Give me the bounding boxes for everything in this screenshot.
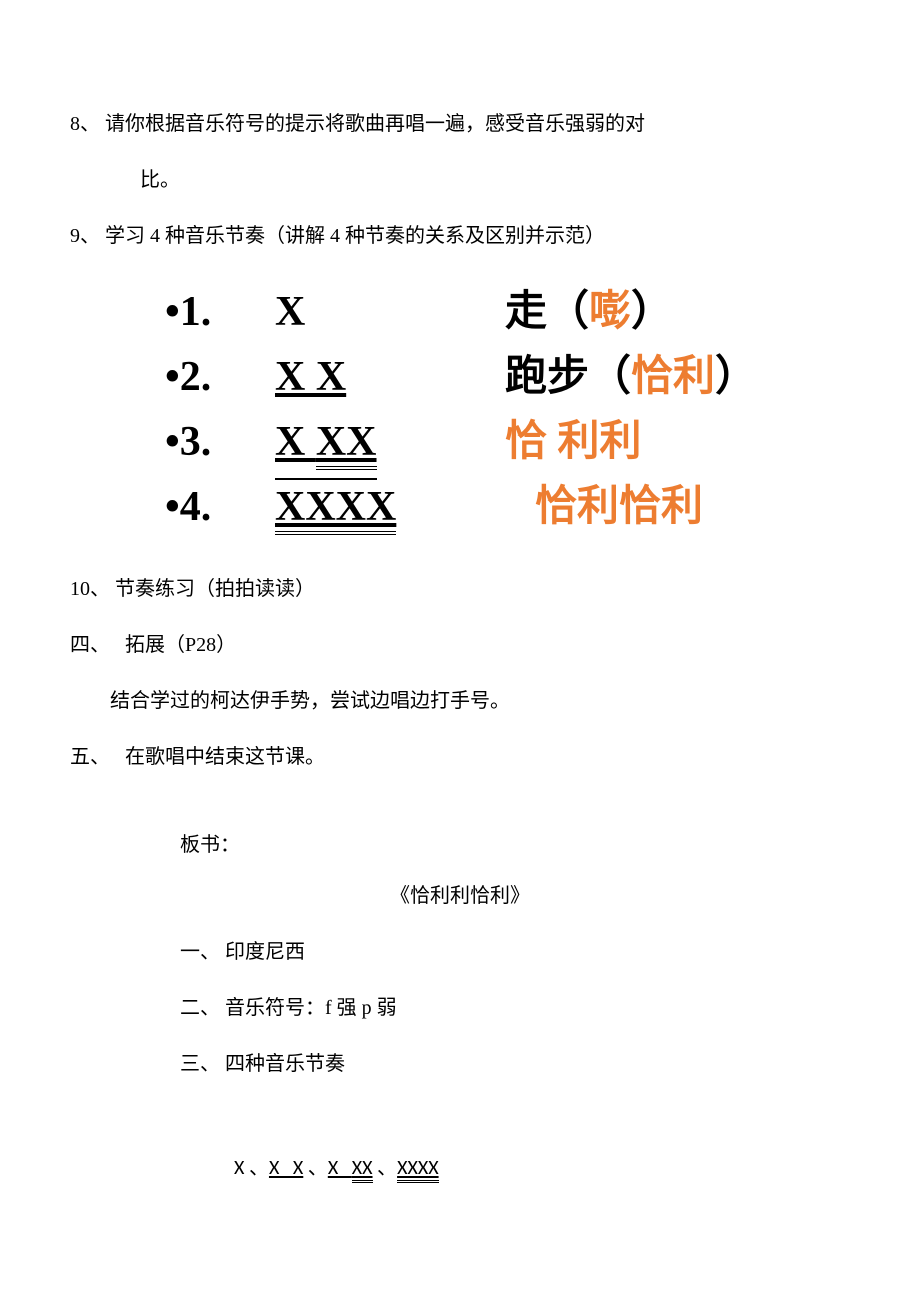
board-3-num: 三、: [180, 1053, 220, 1075]
rhythm-2-num: •2.: [165, 345, 275, 410]
rhythm-2-desc-close: ）: [715, 354, 757, 400]
item-10: 10、 节奏练习（拍拍读读）: [70, 565, 850, 613]
board-4-c: X XX: [328, 1156, 373, 1183]
board-line-1: 一、 印度尼西: [70, 928, 850, 976]
rhythm-4-x: XXXX: [275, 475, 505, 540]
board-4-d: XXXX: [397, 1156, 439, 1183]
rhythm-1-desc-orange: 嘭: [589, 289, 631, 335]
rhythm-2-desc-black: 跑步（: [505, 354, 631, 400]
section-4-title: 拓展（P28）: [125, 634, 236, 656]
section-4-body-text: 结合学过的柯达伊手势，尝试边唱边打手号。: [110, 690, 510, 712]
board-1-text: 印度尼西: [225, 941, 305, 963]
item-8-num: 8、: [70, 113, 100, 135]
board-4-b: X X: [269, 1156, 303, 1180]
rhythm-3-x: X XX: [275, 410, 505, 475]
item-9-text: 学习 4 种音乐节奏（讲解 4 种节奏的关系及区别并示范）: [105, 225, 605, 247]
section-4: 四、 拓展（P28）: [70, 621, 850, 669]
item-9-num: 9、: [70, 225, 100, 247]
board-4-sep2: 、: [373, 1156, 398, 1180]
rhythm-4-desc: 恰利恰利: [505, 475, 703, 540]
board-4-c2: XX: [352, 1156, 373, 1183]
board-4-a: X 、: [234, 1156, 269, 1180]
rhythm-1-x: X: [275, 280, 505, 345]
item-8-text-a: 请你根据音乐符号的提示将歌曲再唱一遍，感受音乐强弱的对: [105, 113, 645, 135]
rhythm-3-num: •3.: [165, 410, 275, 475]
item-9: 9、 学习 4 种音乐节奏（讲解 4 种节奏的关系及区别并示范）: [70, 212, 850, 260]
board-2-text: 音乐符号：f 强 p 弱: [225, 997, 397, 1019]
section-5-num: 五、: [70, 746, 110, 768]
section-5: 五、 在歌唱中结束这节课。: [70, 733, 850, 781]
board-4-sep1: 、: [303, 1156, 328, 1180]
rhythm-row-2: •2. X X 跑步（恰利）: [165, 345, 850, 410]
rhythm-4-num: •4.: [165, 475, 275, 540]
rhythm-1-desc: 走（嘭）: [505, 280, 673, 345]
rhythm-3-x-group: X XX: [275, 410, 377, 475]
section-4-num: 四、: [70, 634, 110, 656]
board-label: 板书：: [70, 821, 850, 869]
rhythm-2-x: X X: [275, 345, 505, 410]
rhythm-table: •1. X 走（嘭） •2. X X 跑步（恰利） •3. X XX 恰 利利 …: [165, 280, 850, 540]
rhythm-4-x-text: XXXX: [275, 484, 396, 535]
rhythm-2-desc: 跑步（恰利）: [505, 345, 757, 410]
rhythm-3-desc: 恰 利利: [505, 410, 642, 475]
rhythm-row-3: •3. X XX 恰 利利: [165, 410, 850, 475]
rhythm-row-1: •1. X 走（嘭）: [165, 280, 850, 345]
rhythm-3-x2: XX: [316, 419, 377, 470]
rhythm-1-desc-close: ）: [631, 289, 673, 335]
item-10-num: 10、: [70, 578, 110, 600]
board-title: 《恰利利恰利》: [70, 879, 850, 908]
item-8-cont: 比。: [70, 156, 850, 204]
item-8: 8、 请你根据音乐符号的提示将歌曲再唱一遍，感受音乐强弱的对: [70, 100, 850, 148]
board-3-text: 四种音乐节奏: [225, 1053, 345, 1075]
board-1-num: 一、: [180, 941, 220, 963]
item-8-text-b: 比。: [140, 169, 180, 191]
rhythm-4-outer: XXXX: [275, 475, 396, 540]
rhythm-row-4: •4. XXXX 恰利恰利: [165, 475, 850, 540]
board-line-4: X 、X X 、X XX 、XXXX: [70, 1096, 850, 1192]
board-line-3: 三、 四种音乐节奏: [70, 1040, 850, 1088]
board-line-2: 二、 音乐符号：f 强 p 弱: [70, 984, 850, 1032]
board-4-c1: X: [328, 1156, 352, 1180]
rhythm-1-desc-black: 走（: [505, 289, 589, 335]
rhythm-2-x-text: X X: [275, 354, 346, 400]
rhythm-1-num: •1.: [165, 280, 275, 345]
item-10-text: 节奏练习（拍拍读读）: [115, 578, 315, 600]
section-4-body: 结合学过的柯达伊手势，尝试边唱边打手号。: [70, 677, 850, 725]
rhythm-2-desc-orange: 恰利: [631, 354, 715, 400]
section-5-title: 在歌唱中结束这节课。: [125, 746, 325, 768]
board-4-d-outer: XXXX: [397, 1144, 439, 1192]
rhythm-3-x1: X: [275, 419, 316, 465]
board-2-num: 二、: [180, 997, 220, 1019]
